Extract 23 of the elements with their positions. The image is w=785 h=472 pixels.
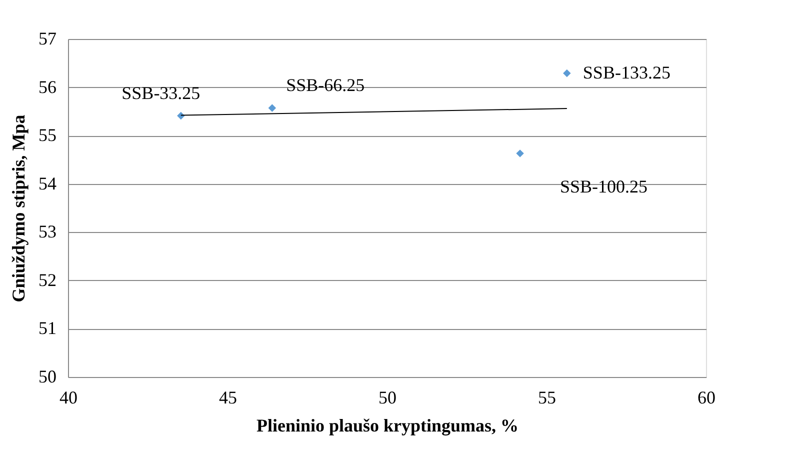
annotation: SSB-133.25 (582, 62, 670, 82)
y-tick-label: 55 (38, 125, 56, 146)
x-axis-title: Plieninio plaušo kryptingumas, % (256, 416, 519, 436)
point (268, 104, 276, 112)
y-tick-label: 54 (38, 173, 56, 194)
y-tick-label: 50 (38, 366, 56, 386)
x-tick-label: 60 (698, 388, 716, 408)
point (563, 69, 571, 78)
x-tick-label: 50 (378, 388, 396, 408)
x-tick-label: 40 (60, 388, 78, 408)
x-tick-label: 45 (219, 388, 237, 408)
annotation: SSB-100.25 (560, 176, 648, 196)
point (516, 150, 524, 158)
annotation: SSB-33.25 (122, 82, 200, 103)
y-tick-label: 53 (38, 222, 56, 242)
annotation: SSB-66.25 (286, 75, 365, 96)
y-tick-label: 56 (38, 76, 56, 97)
x-tick-label: 55 (538, 388, 556, 408)
y-axis-title: Gniuždymo stipris, Mpa (8, 114, 28, 302)
point (177, 112, 185, 120)
y-tick-label: 51 (38, 318, 56, 338)
y-tick-label: 52 (38, 270, 56, 290)
y-tick-label: 57 (38, 28, 56, 48)
